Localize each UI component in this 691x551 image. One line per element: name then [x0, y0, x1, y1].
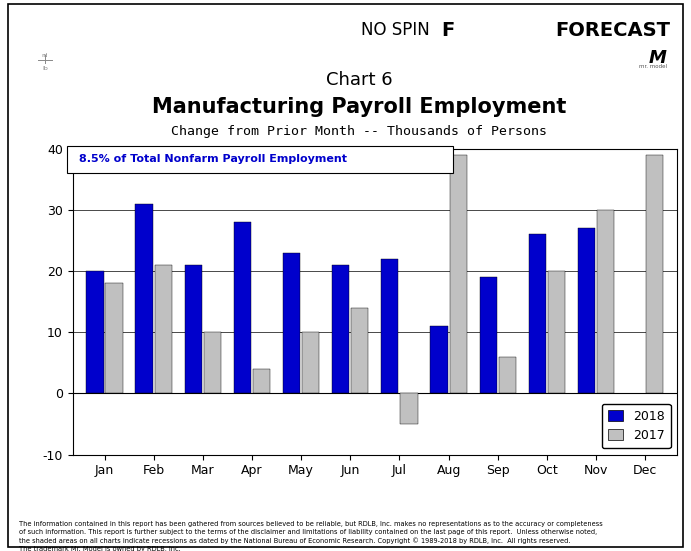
Bar: [283, 253, 300, 393]
Bar: [253, 369, 270, 393]
Bar: [351, 308, 368, 393]
Text: M: M: [649, 49, 667, 67]
Bar: [234, 222, 251, 393]
Text: FORECAST: FORECAST: [556, 21, 670, 40]
Text: mr. model: mr. model: [638, 63, 667, 69]
Bar: [480, 277, 497, 393]
Text: lb: lb: [42, 66, 48, 71]
Text: Change from Prior Month -- Thousands of Persons: Change from Prior Month -- Thousands of …: [171, 125, 547, 138]
Bar: [529, 234, 546, 393]
Bar: [381, 259, 399, 393]
Text: 8.5% of Total Nonfarm Payroll Employment: 8.5% of Total Nonfarm Payroll Employment: [79, 154, 347, 164]
Bar: [597, 210, 614, 393]
Bar: [332, 265, 350, 393]
Bar: [204, 332, 221, 393]
Bar: [646, 155, 663, 393]
Bar: [135, 204, 153, 393]
Text: rd: rd: [41, 53, 48, 58]
Text: The information contained in this report has been gathered from sources believed: The information contained in this report…: [19, 521, 603, 551]
Text: Manufacturing Payroll Employment: Manufacturing Payroll Employment: [152, 98, 567, 117]
Bar: [450, 155, 467, 393]
Bar: [155, 265, 172, 393]
Legend: 2018, 2017: 2018, 2017: [602, 403, 671, 449]
Bar: [548, 271, 565, 393]
Bar: [578, 228, 595, 393]
Text: F: F: [441, 21, 454, 40]
Bar: [184, 265, 202, 393]
Bar: [400, 393, 417, 424]
Text: Chart 6: Chart 6: [326, 71, 392, 89]
Text: NO SPIN: NO SPIN: [361, 21, 435, 39]
Bar: [499, 356, 516, 393]
Bar: [302, 332, 319, 393]
Bar: [86, 271, 104, 393]
Bar: [430, 326, 448, 393]
FancyBboxPatch shape: [8, 4, 683, 547]
FancyBboxPatch shape: [66, 145, 453, 173]
Bar: [106, 283, 123, 393]
